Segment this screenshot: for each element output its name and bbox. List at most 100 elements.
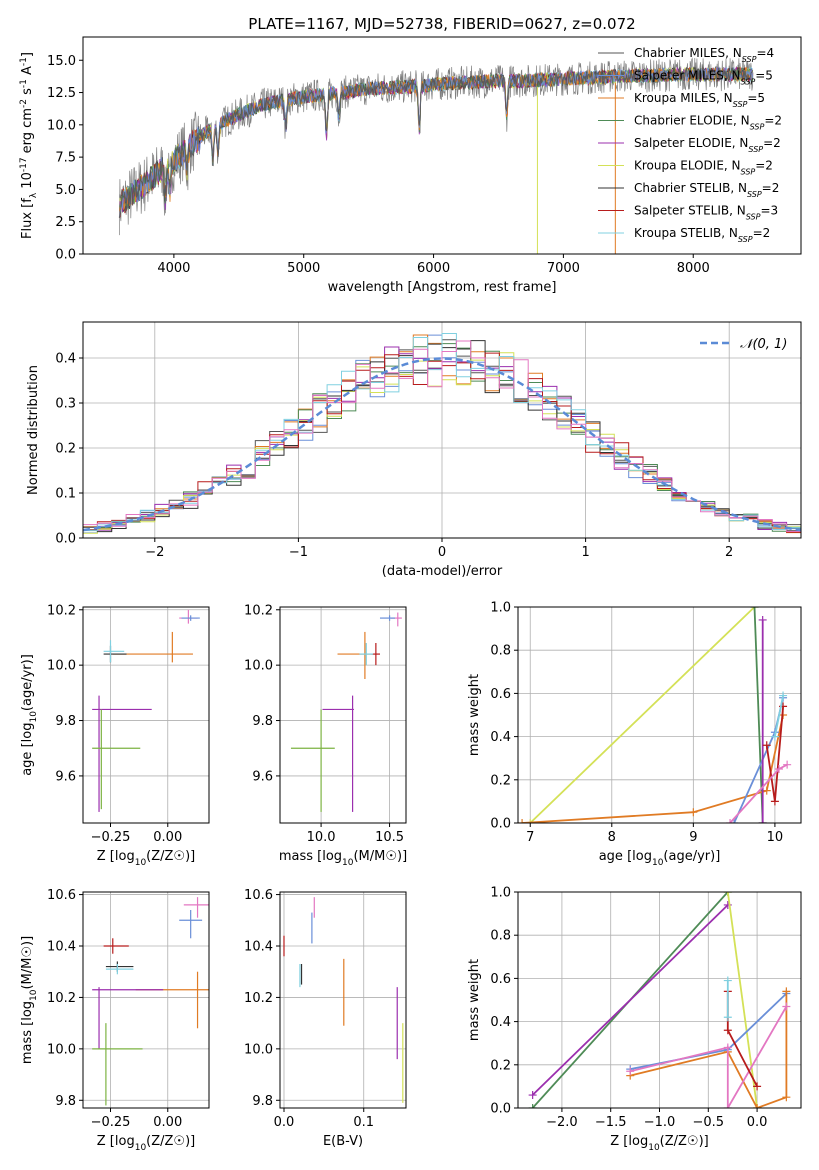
mw-vs-age-marker [526,819,535,823]
mass-vs-EBV-ytick-label: 10.0 [244,1042,273,1057]
mw-vs-Z-ytick-label: 0.8 [490,929,511,944]
age-vs-Z-plot-area [92,609,200,812]
spectrum-legend: Chabrier MILES, NSSP=4 Salpeter MILES, NS… [598,46,782,244]
residuals-xtick-label: 1 [581,545,589,560]
mass-vs-Z-ytick-label: 9.8 [55,1094,76,1109]
mw-vs-Z-xtick-label: 0.0 [747,1115,768,1130]
age-vs-Z-xtick-label: 0.00 [153,830,182,845]
mw-vs-age-series-line [522,714,784,823]
age-vs-Z-xlabel: Z [log10(Z/Z☉)] [97,849,195,868]
mw-vs-age-xtick-label: 10 [767,830,784,845]
mw-vs-Z-marker [626,1067,635,1076]
mw-vs-Z-marker [723,892,732,896]
mass-vs-Z-ytick-label: 10.2 [47,991,76,1006]
spectrum-ylabel: Flux [fλ 10-17 erg cm-2 s-1 A-1] [19,52,39,239]
residuals-ytick-label: 0.1 [55,487,76,502]
mass-vs-Z-point [103,938,129,954]
mass-vs-Z-plot-area [92,897,209,1106]
age-vs-mass-ytick-label: 10.0 [244,659,273,674]
mw-vs-age-xtick-label: 8 [608,830,616,845]
mw-vs-age-marker [726,819,735,823]
mass-vs-Z-ylabel: mass [log10(M/M☉)] [20,936,39,1064]
mass-vs-Z-point [179,910,203,939]
spectrum-ytick-label: 12.5 [47,86,76,101]
age-vs-Z-ytick-label: 10.2 [47,603,76,618]
mw-vs-Z-ylabel: mass weight [467,959,482,1041]
residuals-xtick-label: −1 [289,545,308,560]
mw-vs-age-ytick-label: 0.4 [490,730,511,745]
mw-vs-Z-ytick-label: 1.0 [490,886,511,901]
mw-vs-Z-marker [723,900,732,909]
mass-vs-Z-frame [82,891,210,1109]
mw-vs-Z-series-line [629,1006,788,1108]
mass-vs-EBV-ytick-label: 10.6 [244,888,273,903]
age-vs-Z-point [103,640,125,663]
spectrum-ytick-label: 2.5 [55,215,76,230]
age-vs-mass-xtick-label: 10.0 [307,830,336,845]
spectrum-xtick-label: 7000 [547,261,580,276]
mass-vs-Z-point [92,1023,143,1106]
mw-vs-Z-plot-area [528,892,791,1108]
age-vs-mass-ytick-label: 9.8 [252,714,273,729]
mw-vs-Z-series-line [531,904,729,1096]
age-vs-mass-axes: 10.0 10.5 9.6 9.8 10.0 10.2 mass [log10(M/M☉)] [244,603,407,868]
mw-vs-Z-marker [723,976,732,985]
mass-vs-EBV-xlabel: E(B-V) [323,1134,363,1149]
mw-vs-age-ytick-label: 1.0 [490,601,511,616]
mw-vs-Z-ytick-label: 0.2 [490,1058,511,1073]
legend-label: Kroupa MILES, NSSP=5 [634,91,765,109]
mw-vs-age-marker [750,607,759,611]
legend-label: Salpeter MILES, NSSP=5 [634,69,773,87]
spectrum-plot-area [118,57,754,254]
mw-vs-age-marker [779,691,788,700]
legend-label: Salpeter STELIB, NSSP=3 [634,204,778,222]
mass-vs-Z-xtick-label: 0.00 [153,1115,182,1130]
spectrum-ytick-label: 5.0 [55,183,76,198]
mw-vs-age-ytick-label: 0.2 [490,773,511,788]
age-vs-mass-frame [279,606,407,824]
mw-vs-age-marker [783,760,792,769]
age-vs-Z-ylabel: age [log10(age/yr)] [20,654,39,776]
legend-label: 𝒩(0, 1) [740,337,787,352]
age-vs-Z-point [92,709,141,810]
age-vs-mass-plot-area [290,612,402,812]
age-vs-mass-xtick-label: 10.5 [375,830,404,845]
mw-vs-Z-marker [723,1043,732,1052]
age-vs-Z-ytick-label: 10.0 [47,659,76,674]
mass-vs-Z-axes: −0.25 0.00 9.8 10.0 10.2 10.4 10.6 Z [log10(Z/Z… [20,888,210,1153]
spectrum-xlabel: wavelength [Angstrom, rest frame] [328,280,557,295]
mass-vs-EBV-plot-area [283,897,404,1103]
mw-vs-age-ylabel: mass weight [467,674,482,756]
spectrum-title: PLATE=1167, MJD=52738, FIBERID=0627, z=0… [248,15,635,33]
mw-vs-age-plot-area [518,607,792,823]
mw-vs-age-series-line [529,607,756,823]
mw-vs-age-ytick-label: 0.0 [490,817,511,832]
age-vs-mass-point [379,615,396,621]
mw-vs-age-marker [774,765,783,773]
mw-vs-Z-xtick-label: −1.5 [595,1115,627,1130]
age-vs-Z-point [92,695,152,812]
mw-vs-age-xtick-label: 9 [689,830,697,845]
mw-vs-Z-marker [753,1082,762,1091]
mw-vs-Z-ytick-label: 0.4 [490,1015,511,1030]
mw-vs-age-marker [730,819,739,823]
mass-vs-Z-ytick-label: 10.4 [47,940,76,955]
mw-vs-Z-ytick-label: 0.6 [490,972,511,987]
spectrum-ytick-label: 0.0 [55,248,76,263]
mw-vs-Z-marker [723,1026,732,1035]
age-vs-Z-xtick-label: −0.25 [91,830,131,845]
spectrum-model-line [118,66,754,218]
legend-label: Kroupa ELODIE, NSSP=2 [634,159,773,177]
mw-vs-Z-marker [723,1104,732,1108]
legend-label: Chabrier ELODIE, NSSP=2 [634,114,782,132]
spectrum-xtick-label: 8000 [677,261,710,276]
mw-vs-age-series-line [753,607,764,823]
legend-label: Chabrier STELIB, NSSP=2 [634,181,779,199]
mw-vs-age-ytick-label: 0.6 [490,687,511,702]
mass-vs-EBV-frame [279,891,407,1109]
spectrum-axes: 4000 5000 6000 7000 8000 0.0 2.5 5.0 7.5 10.0 12.5… [19,36,802,295]
mass-vs-Z-point [183,897,209,918]
age-vs-Z-axes: −0.25 0.00 9.6 9.8 10.0 10.2 Z [log10(Z/Z☉)] ag… [20,603,210,868]
residuals-ytick-label: 0.2 [55,442,76,457]
